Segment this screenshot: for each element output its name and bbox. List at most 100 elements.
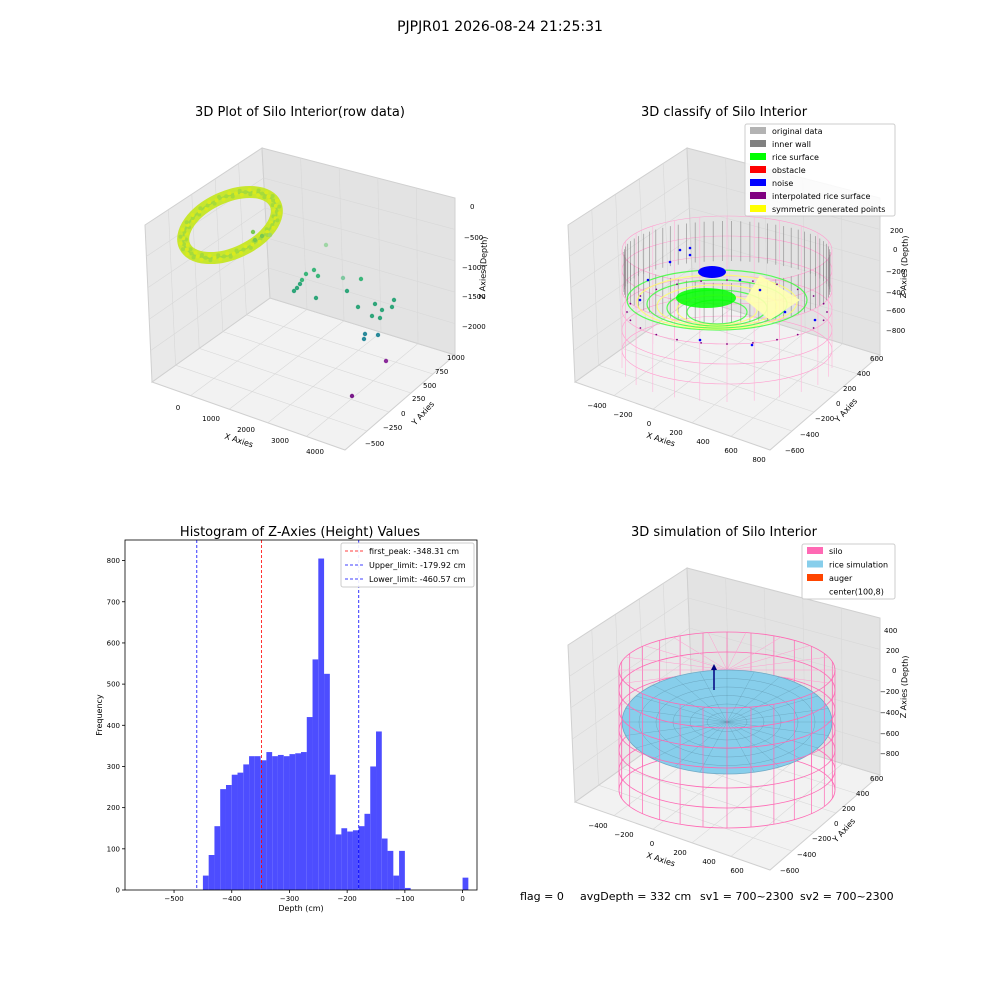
classify-ytick: −600 (785, 447, 804, 455)
legend-label: rice surface (772, 153, 819, 162)
simulation-ztick: −600 (880, 730, 899, 738)
raw-point (248, 192, 253, 197)
interpolated-point (655, 288, 658, 291)
raw-xtick: 0 (176, 404, 180, 412)
raw-point (391, 297, 397, 303)
legend-label: noise (772, 179, 793, 188)
panel-simulation-title: 3D simulation of Silo Interior (631, 525, 818, 540)
raw-point (239, 192, 244, 197)
interpolated-point (639, 327, 642, 329)
histogram-bar (306, 717, 313, 890)
grid-line (147, 207, 266, 289)
raw-point (207, 200, 212, 205)
histogram-bar (399, 850, 405, 890)
raw-xtick: 1000 (202, 415, 220, 423)
histogram-bar (237, 772, 244, 890)
histogram-bar (341, 828, 348, 890)
y-tick-label: 100 (107, 845, 120, 853)
simulation-ztick: −200 (880, 688, 899, 696)
interpolated-point (639, 295, 642, 297)
histogram-bar (462, 877, 469, 890)
grid-line (263, 177, 456, 230)
simulation-ytick: 400 (856, 790, 869, 798)
footer-avg-depth: avgDepth = 332 cm (580, 890, 691, 903)
y-tick-label: 400 (107, 722, 120, 730)
noise-point (813, 318, 817, 322)
raw-point (230, 194, 235, 199)
raw-point (355, 304, 361, 310)
grid-line (622, 348, 815, 413)
legend-swatch (750, 205, 766, 212)
simulation-xtick: 0 (650, 840, 654, 848)
grid-line (688, 597, 881, 650)
grid-line (691, 331, 806, 424)
raw-point (227, 191, 232, 196)
raw-point (260, 191, 265, 196)
histogram-bar (381, 838, 388, 890)
histogram-bar (352, 830, 359, 890)
raw-point (313, 295, 319, 301)
raw-ytick: 500 (423, 382, 436, 390)
raw-ytick: −250 (383, 424, 402, 432)
classify-xtick: −200 (613, 411, 632, 419)
simulation-legend (801, 543, 896, 600)
histogram-bar (289, 754, 296, 890)
raw-ztick: 0 (470, 203, 474, 211)
noise-point (678, 248, 682, 252)
simulation-ztick: 200 (886, 647, 899, 655)
panel-raw: 3D Plot of Silo Interior(row data) 0 100… (144, 105, 489, 456)
noise-point (688, 253, 692, 257)
raw-point (344, 288, 350, 294)
classify-xtick: 800 (752, 456, 765, 464)
rice-mesh-spoke (726, 676, 780, 723)
silo-roof-spoke (726, 645, 810, 671)
rice-mesh-spoke (674, 676, 728, 723)
grid-line (199, 348, 390, 413)
raw-point (212, 201, 217, 206)
histogram-bar (283, 756, 290, 890)
classify-xtick: 400 (696, 438, 709, 446)
simulation-ztick: 400 (884, 627, 897, 635)
grid-line (222, 331, 412, 394)
raw-point (197, 209, 202, 214)
raw-point (271, 198, 276, 203)
rice-mesh-spoke (726, 695, 818, 723)
raw-point (275, 218, 280, 223)
raw-point (247, 187, 252, 192)
histogram-bar (214, 826, 221, 890)
raw-point (191, 255, 196, 260)
raw-point (225, 251, 230, 256)
interpolated-point (752, 342, 754, 344)
legend-swatch (750, 153, 766, 160)
grid-line (598, 784, 793, 852)
panel-raw-title: 3D Plot of Silo Interior(row data) (195, 105, 405, 120)
classify-ytick: 0 (836, 400, 840, 408)
raw-ztick: −500 (464, 234, 483, 242)
raw-point (237, 188, 242, 193)
figure-footer: flag = 0 avgDepth = 332 cm sv1 = 700~230… (520, 890, 894, 903)
histogram-bar (329, 774, 336, 890)
interpolated-point (826, 311, 828, 313)
raw-point (182, 242, 186, 247)
raw-point (323, 242, 329, 248)
x-tick-label: −100 (395, 895, 414, 903)
grid-line (573, 267, 692, 351)
classify-xtick: 0 (647, 420, 651, 428)
raw-point (270, 203, 275, 208)
raw-point (190, 216, 195, 220)
raw-point (267, 232, 273, 238)
raw-point (222, 254, 226, 259)
raw-point (221, 197, 226, 202)
silo-roof-spoke (672, 636, 728, 671)
classify-ytick: 600 (870, 355, 883, 363)
silo-roof-spoke (625, 656, 728, 671)
footer-sv2: sv2 = 700~2300 (800, 890, 894, 903)
raw-ztick: −2000 (462, 323, 486, 331)
raw-point (358, 276, 364, 282)
legend-label: Upper_limit: -179.92 cm (369, 561, 466, 570)
raw-point (241, 247, 246, 252)
figure-suptitle: PJPJR01 2026-08-24 21:25:31 (397, 19, 603, 35)
y-tick-label: 600 (107, 639, 120, 647)
raw-point (180, 227, 185, 232)
raw-point (199, 257, 204, 262)
